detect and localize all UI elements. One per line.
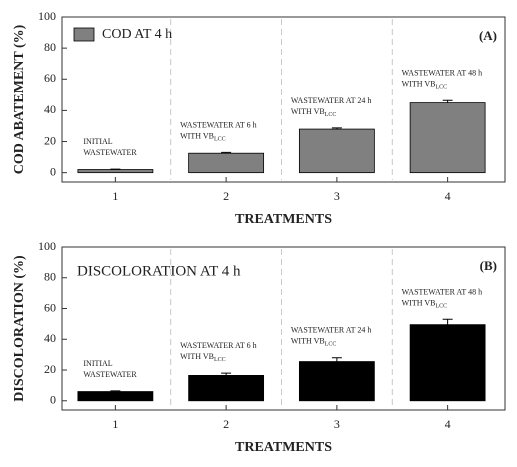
bar [298,361,375,402]
y-tick-label: 20 [44,362,56,376]
annotation-sub: LCC [435,303,447,309]
error-bar [331,127,342,130]
annotation-sub: LCC [214,357,226,363]
x-tick-label: 2 [223,417,229,431]
legend-label: COD AT 4 h [102,27,172,42]
annotation: WITH VBLCC [180,352,226,363]
y-tick-label: 0 [50,393,56,407]
annotation: WASTEWATER AT 24 h [291,326,372,335]
annotation-line: WITH VB [402,79,436,88]
bar [188,375,265,402]
annotation: WASTEWATER AT 6 h [180,120,257,129]
annotation-line: WITH VB [180,352,214,361]
y-tick-label: 40 [44,331,56,345]
annotation: WITH VBLCC [291,337,337,348]
annotation-line: WASTEWATER AT 6 h [180,341,257,350]
y-tick-label: 0 [50,164,56,178]
bar [409,102,486,174]
annotation: WITH VBLCC [291,107,337,118]
annotation: WASTEWATER AT 6 h [180,341,257,350]
plot-frame [61,16,506,183]
y-tick-label: 80 [44,270,56,284]
x-tick-label: 2 [223,189,229,203]
error-bar [331,357,342,362]
x-tick-label: 1 [112,417,118,431]
error-bar [442,318,453,325]
error-bar [110,390,121,392]
bar [298,128,375,174]
bar [77,391,154,402]
error-bar [442,99,453,103]
x-tick-label: 4 [445,189,451,203]
y-tick-label: 40 [44,102,56,116]
y-tick-label: 100 [38,239,56,253]
annotation-line: INITIAL [83,359,112,368]
annotation-line: WASTEWATER AT 24 h [291,326,372,335]
annotation: WITH VBLCC [402,298,448,309]
x-tick-label: 3 [334,417,340,431]
legend-swatch [73,27,95,42]
y-tick-label: 60 [44,300,56,314]
x-axis-label: TREATMENTS [235,212,332,227]
annotation: WASTEWATER [83,148,137,157]
y-axis-label: DISCOLORATION (%) [12,255,27,402]
annotation-line: WITH VB [402,298,436,307]
legend-label: DISCOLORATION AT 4 h [77,263,241,279]
bar [188,152,265,174]
annotation-line: WITH VB [291,107,325,116]
annotation-line: WASTEWATER AT 24 h [291,96,372,105]
annotation-line: WASTEWATER [83,370,137,379]
annotation-line: WASTEWATER [83,148,137,157]
annotation: INITIAL [83,137,112,146]
x-tick-label: 3 [334,189,340,203]
annotation-sub: LCC [435,84,447,90]
annotation: WASTEWATER [83,370,137,379]
annotation: WITH VBLCC [402,79,448,90]
annotation: WITH VBLCC [180,131,226,142]
error-bar [221,151,232,154]
panel-label: (B) [480,258,497,273]
annotation-line: WITH VB [291,337,325,346]
annotation-line: WASTEWATER AT 48 h [402,287,483,296]
annotation: WASTEWATER AT 48 h [402,287,483,296]
annotation-sub: LCC [325,112,337,118]
y-tick-label: 100 [38,9,56,23]
error-bar [221,372,232,376]
annotation: WASTEWATER AT 24 h [291,96,372,105]
y-tick-label: 80 [44,40,56,54]
annotation-line: INITIAL [83,137,112,146]
bar [409,324,486,402]
bar [77,169,154,174]
y-tick-label: 20 [44,133,56,147]
plot-frame [61,246,506,411]
annotation-sub: LCC [214,136,226,142]
y-axis-label: COD ABATEMENT (%) [12,24,27,174]
annotation-sub: LCC [325,342,337,348]
annotation-line: WASTEWATER AT 48 h [402,68,483,77]
panel-label: (A) [479,28,497,43]
annotation-line: WASTEWATER AT 6 h [180,120,257,129]
annotation: WASTEWATER AT 48 h [402,68,483,77]
x-axis-label: TREATMENTS [235,440,332,455]
x-tick-label: 1 [112,189,118,203]
annotation-line: WITH VB [180,131,214,140]
annotation: INITIAL [83,359,112,368]
y-tick-label: 60 [44,71,56,85]
x-tick-label: 4 [445,417,451,431]
